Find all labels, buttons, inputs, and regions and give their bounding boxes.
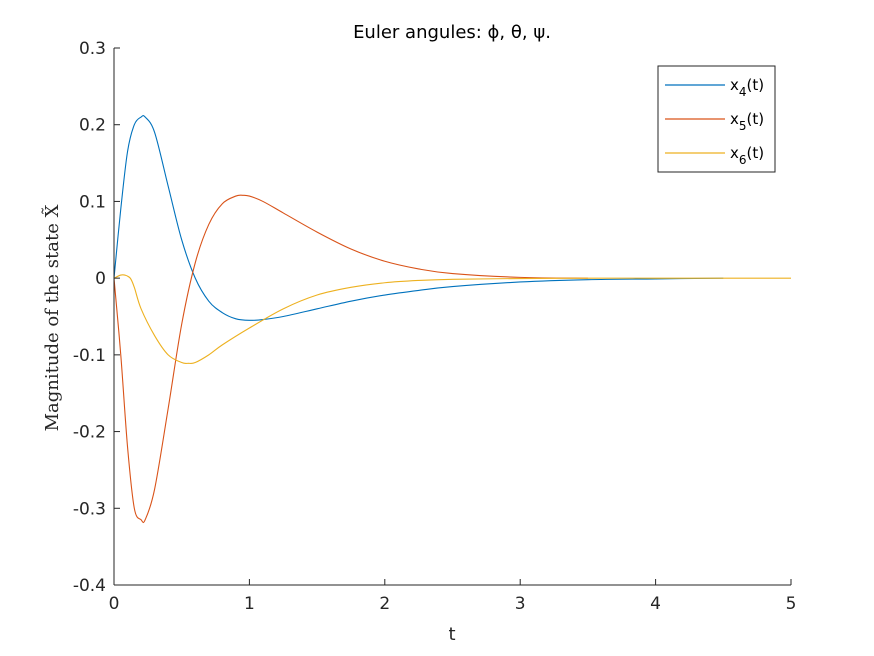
chart-title: Euler angules: ϕ, θ, ψ. [353, 22, 551, 43]
legend-label-2: x5(t) [730, 110, 764, 133]
series-line-2 [113, 194, 588, 524]
x-tick-label: 4 [650, 594, 661, 614]
x-tick-label: 2 [379, 594, 390, 614]
y-tick-label: -0.1 [73, 346, 106, 366]
axes-layer [113, 48, 791, 586]
series-line-3 [113, 274, 791, 364]
legend-label-1: x4(t) [730, 76, 764, 99]
y-tick-label: 0.3 [79, 39, 106, 59]
y-tick-label: -0.2 [73, 423, 106, 443]
series-layer [113, 115, 791, 524]
ticks-layer: 0 1 2 3 4 5 0.3 0.2 0.1 0 -0.1 -0.2 -0.3 -0.4 [73, 39, 797, 614]
x-tick-label: 0 [109, 594, 120, 614]
legend: x4(t) x5(t) x6(t) [657, 65, 776, 173]
x-tick-label: 5 [786, 594, 797, 614]
y-axis-label: Magnitude of the state X̃ [41, 204, 63, 431]
y-tick-label: 0 [95, 269, 106, 289]
y-tick-label: -0.3 [73, 499, 106, 519]
x-tick-label: 1 [244, 594, 255, 614]
y-tick-label: -0.4 [73, 576, 106, 596]
legend-label-3: x6(t) [730, 144, 764, 167]
y-tick-label: 0.2 [79, 116, 106, 136]
y-tick-label: 0.1 [79, 192, 106, 212]
x-tick-label: 3 [515, 594, 526, 614]
series-line-1 [113, 115, 724, 321]
x-axis-label: t [448, 624, 455, 645]
